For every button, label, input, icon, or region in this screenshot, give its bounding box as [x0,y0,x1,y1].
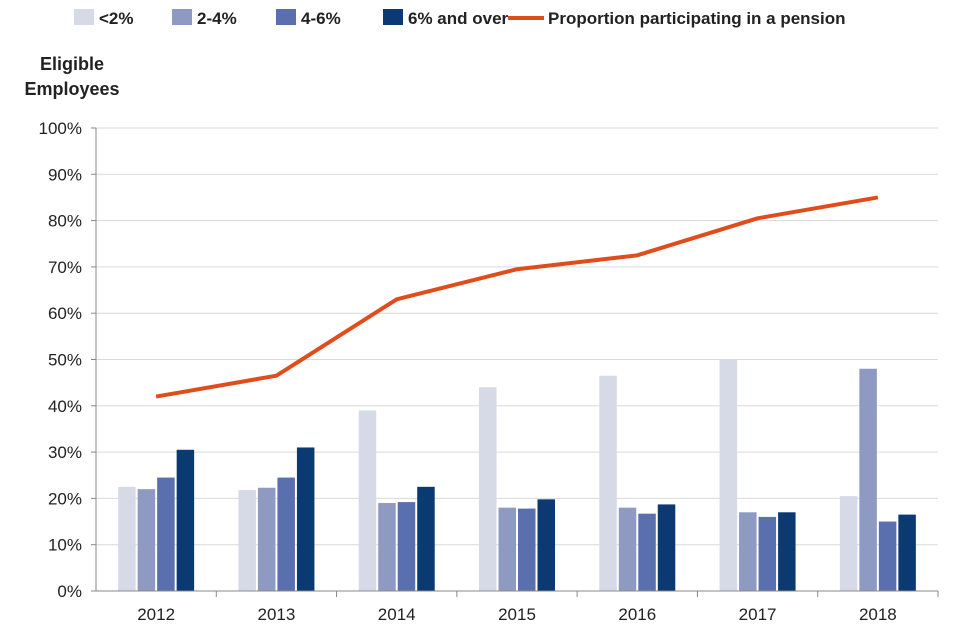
y-tick-label: 70% [48,258,82,277]
bar-4-6- [157,477,175,591]
legend-swatch [172,9,192,25]
bar--2- [719,359,738,591]
y-tick-label: 0% [57,582,82,601]
x-tick-label: 2016 [618,605,656,624]
bar-4-6- [878,521,897,591]
bar-6-and-over [176,449,195,591]
bar-6-and-over [417,486,435,591]
y-tick-label: 40% [48,397,82,416]
y-tick-label: 80% [48,212,82,231]
bar--2- [599,375,617,591]
legend-label: 4-6% [301,9,341,28]
x-tick-label: 2017 [739,605,777,624]
bar-2-4- [378,503,396,591]
y-tick-label: 50% [48,351,82,370]
bar--2- [358,410,377,591]
legend-swatch [276,9,296,25]
y-tick-label: 100% [39,119,82,138]
x-axis [95,128,938,592]
bar-6-and-over [537,499,555,591]
bar-6-and-over [778,512,796,591]
x-tick-label: 2015 [498,605,536,624]
bars [118,359,916,591]
y-tick-label: 10% [48,536,82,555]
bar-4-6- [277,477,295,591]
bar-6-and-over [898,514,916,591]
x-tick-label: 2013 [258,605,296,624]
bar-2-4- [137,489,156,591]
y-axis-title-line: Employees [24,79,119,99]
bar-2-4- [739,512,757,591]
x-tick-label: 2018 [859,605,897,624]
y-tick-label: 60% [48,304,82,323]
legend-swatch [74,9,94,25]
y-axis-title: Eligible Employees [24,54,119,99]
bar-6-and-over [296,447,315,591]
legend-swatch [383,9,403,25]
bar-2-4- [859,368,877,591]
bar-2-4- [618,507,637,591]
bar--2- [238,490,256,591]
bar-4-6- [638,513,656,591]
y-tick-label: 30% [48,443,82,462]
bar-6-and-over [657,504,676,591]
legend: <2% 2-4% 4-6% 6% and over Proportion partici… [74,9,846,28]
legend-label: 2-4% [197,9,237,28]
legend-label: Proportion participating in a pension [548,9,846,28]
gridlines [96,127,938,546]
pension-line-path [155,195,879,399]
bar-4-6- [758,516,777,591]
bar--2- [839,496,858,591]
x-tick-label: 2012 [137,605,175,624]
y-axis-ticks: 0% 10% 20% 30% 40% 50% 60% 70% 80% 90% 100% [39,119,96,601]
bar-2-4- [257,487,276,591]
pension-line [155,195,879,399]
legend-label: 6% and over [408,9,509,28]
bar-4-6- [397,502,416,591]
bar-4-6- [518,508,536,591]
x-axis-ticks: 2012 2013 2014 2015 2016 2017 2018 [137,591,939,624]
bar--2- [118,486,136,591]
bar--2- [479,387,497,591]
y-tick-label: 20% [48,489,82,508]
bar-2-4- [498,507,516,591]
x-tick-label: 2014 [378,605,416,624]
y-tick-label: 90% [48,165,82,184]
legend-label: <2% [99,9,134,28]
y-axis-title-line: Eligible [40,54,104,74]
